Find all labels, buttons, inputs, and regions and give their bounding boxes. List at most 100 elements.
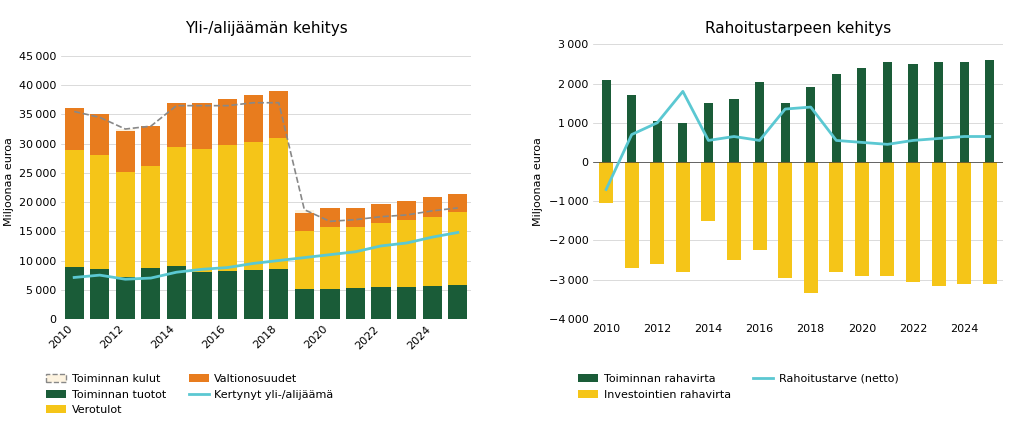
Bar [857,68,866,162]
Bar [932,162,945,286]
Bar [422,211,442,319]
Bar [116,129,135,319]
Y-axis label: Miljoonaa euroa: Miljoonaa euroa [4,137,13,226]
Bar [832,74,841,162]
Bar [295,213,314,231]
Bar [448,285,468,319]
Bar [320,222,340,319]
Bar [269,269,288,319]
Bar [397,201,416,220]
Bar [64,150,84,267]
Bar [90,114,109,155]
Bar [397,215,416,319]
Bar [448,212,468,285]
Bar [167,103,186,147]
Bar [625,162,638,268]
Legend: Toiminnan rahavirta, Investointien rahavirta, Rahoitustarve (netto): Toiminnan rahavirta, Investointien rahav… [578,374,898,400]
Bar [167,147,186,266]
Bar [320,288,340,319]
Bar [906,162,920,282]
Bar [141,126,161,166]
Bar [320,208,340,227]
Bar [448,208,468,319]
Bar [651,162,664,264]
Bar [704,103,713,162]
Bar [269,103,288,319]
Bar [448,194,468,212]
Title: Yli-/alijäämän kehitys: Yli-/alijäämän kehitys [184,21,348,36]
Bar [602,80,611,162]
Bar [218,106,237,319]
Bar [753,162,766,250]
Bar [192,103,212,149]
Bar [727,162,741,260]
Bar [167,106,186,319]
Legend: Toiminnan kulut, Toiminnan tuotot, Verotulot, Valtionosuudet, Kertynyt yli-/alij: Toiminnan kulut, Toiminnan tuotot, Verot… [46,374,333,415]
Bar [90,117,109,319]
Bar [141,268,161,319]
Bar [192,106,212,319]
Bar [934,62,943,162]
Bar [830,162,843,272]
Bar [804,162,817,293]
Bar [295,210,314,319]
Bar [908,64,918,162]
Bar [678,123,687,162]
Bar [346,227,365,288]
Bar [422,198,442,217]
Bar [64,108,84,150]
Bar [346,288,365,319]
Bar [64,267,84,319]
Bar [90,269,109,319]
Bar [653,121,662,162]
Bar [781,103,790,162]
Bar [960,62,969,162]
Bar [141,166,161,268]
Bar [371,217,391,319]
Bar [702,162,715,221]
Bar [243,103,263,319]
Bar [218,145,237,271]
Y-axis label: Miljoonaa euroa: Miljoonaa euroa [533,137,543,226]
Bar [958,162,971,284]
Bar [64,112,84,319]
Bar [295,289,314,319]
Bar [218,271,237,319]
Bar [855,162,869,276]
Bar [90,155,109,269]
Bar [269,138,288,269]
Bar [422,286,442,319]
Bar [320,227,340,288]
Bar [599,162,613,203]
Bar [397,220,416,287]
Bar [627,95,636,162]
Bar [346,220,365,319]
Bar [881,162,894,276]
Bar [985,60,994,162]
Bar [779,162,792,278]
Bar [371,223,391,288]
Bar [243,271,263,319]
Bar [346,208,365,227]
Title: Rahoitustarpeen kehitys: Rahoitustarpeen kehitys [705,21,891,36]
Bar [192,272,212,319]
Bar [243,142,263,271]
Bar [269,91,288,138]
Bar [883,62,892,162]
Bar [371,204,391,223]
Bar [141,126,161,319]
Bar [806,87,815,162]
Bar [676,162,690,272]
Bar [983,162,996,284]
Bar [116,172,135,277]
Bar [422,217,442,286]
Bar [371,288,391,319]
Bar [755,82,764,162]
Bar [167,266,186,319]
Bar [295,231,314,289]
Bar [116,131,135,172]
Bar [729,99,739,162]
Bar [218,99,237,145]
Bar [192,149,212,272]
Bar [116,277,135,319]
